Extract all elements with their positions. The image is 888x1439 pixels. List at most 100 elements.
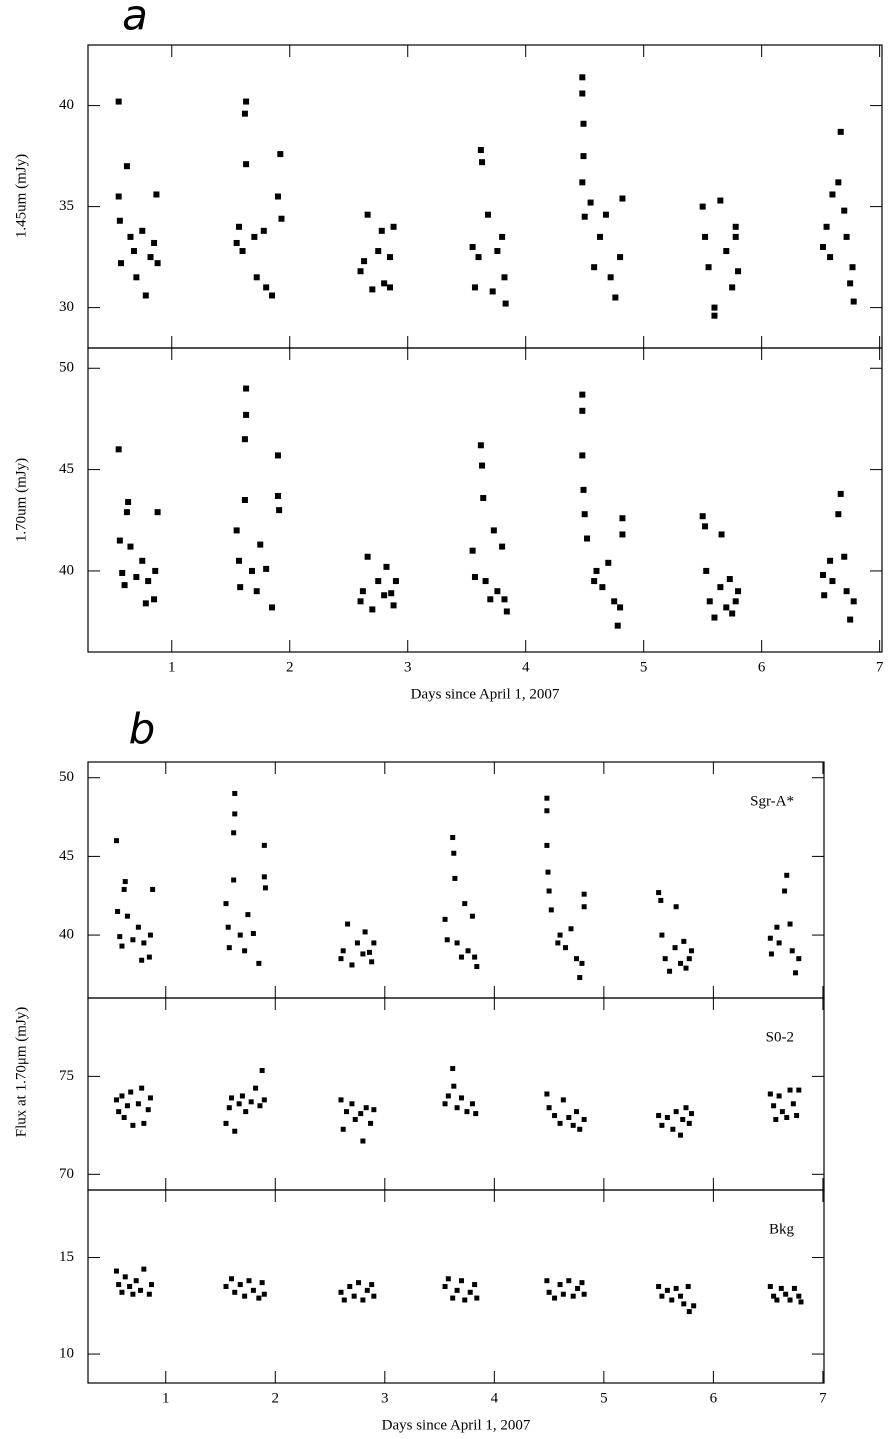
point: [445, 1093, 451, 1099]
point: [139, 1085, 145, 1091]
point: [253, 1085, 259, 1091]
plot-frame: [87, 997, 825, 1191]
point: [361, 258, 368, 265]
point: [245, 912, 251, 918]
point: [261, 842, 267, 848]
point: [837, 128, 844, 135]
point: [612, 294, 619, 301]
point: [774, 924, 780, 930]
point: [835, 179, 842, 186]
point: [366, 949, 372, 955]
point: [729, 610, 736, 617]
point: [369, 286, 376, 293]
point: [717, 584, 724, 591]
y-tick-label: 40: [59, 97, 74, 113]
point: [673, 904, 679, 910]
point: [686, 1120, 692, 1126]
point: [678, 1132, 684, 1138]
point: [472, 954, 478, 960]
point: [390, 223, 397, 230]
point: [119, 1289, 125, 1295]
point: [469, 547, 476, 554]
point: [232, 1289, 238, 1295]
point: [837, 490, 844, 497]
point: [241, 497, 248, 503]
point: [256, 960, 262, 966]
point: [673, 1109, 679, 1115]
point: [458, 1278, 464, 1284]
point: [732, 223, 739, 230]
point: [787, 921, 793, 927]
point: [473, 1111, 479, 1117]
point: [142, 600, 149, 607]
point: [579, 1280, 585, 1286]
point: [135, 1101, 141, 1107]
point: [841, 553, 848, 560]
point: [228, 1276, 234, 1282]
point: [150, 886, 156, 892]
point: [454, 940, 460, 946]
point: [131, 248, 138, 255]
point: [259, 1280, 265, 1286]
y-tick-label: 10: [59, 1345, 74, 1361]
point: [820, 571, 827, 578]
point: [274, 492, 281, 499]
point: [783, 1291, 789, 1297]
point: [371, 1293, 377, 1299]
point: [256, 1295, 262, 1301]
point: [133, 274, 140, 281]
plot-frame: [87, 1189, 825, 1384]
point: [658, 897, 664, 903]
point: [732, 233, 739, 240]
y-tick-label: 35: [59, 198, 74, 214]
point: [469, 244, 476, 250]
point: [469, 1101, 475, 1107]
point: [277, 151, 284, 158]
point: [354, 940, 360, 946]
point: [340, 1126, 346, 1132]
point: [452, 875, 458, 881]
point: [489, 288, 496, 295]
point: [479, 159, 486, 166]
point: [779, 1109, 785, 1115]
point: [686, 956, 692, 962]
point: [154, 509, 161, 516]
y-tick-label: 40: [59, 562, 74, 578]
point: [119, 569, 126, 576]
point: [364, 1287, 370, 1293]
point: [681, 938, 687, 944]
point: [670, 1126, 676, 1132]
point: [477, 147, 484, 154]
point: [591, 578, 598, 585]
point: [602, 211, 609, 218]
point: [250, 930, 256, 936]
point: [796, 1293, 802, 1299]
point: [827, 254, 834, 261]
point: [723, 248, 730, 255]
point: [471, 574, 478, 581]
point: [257, 541, 264, 548]
point: [387, 284, 394, 291]
series-annotation: Sgr-A*: [750, 793, 794, 809]
point: [138, 1287, 144, 1293]
point: [139, 557, 146, 564]
x-tick-label: 5: [640, 659, 648, 675]
point: [392, 578, 399, 585]
point: [149, 1282, 155, 1288]
y-tick-label: 75: [59, 1068, 74, 1084]
point: [557, 1120, 563, 1126]
point: [776, 1093, 782, 1099]
y-tick-label: 45: [59, 461, 74, 477]
point: [357, 268, 364, 275]
point: [124, 1103, 130, 1109]
point: [369, 1282, 375, 1288]
point: [688, 948, 694, 954]
point: [351, 1293, 357, 1299]
point: [232, 1128, 238, 1134]
point: [231, 877, 237, 883]
point: [253, 274, 260, 281]
point: [338, 1097, 344, 1103]
point: [451, 850, 457, 856]
point: [358, 1111, 364, 1117]
